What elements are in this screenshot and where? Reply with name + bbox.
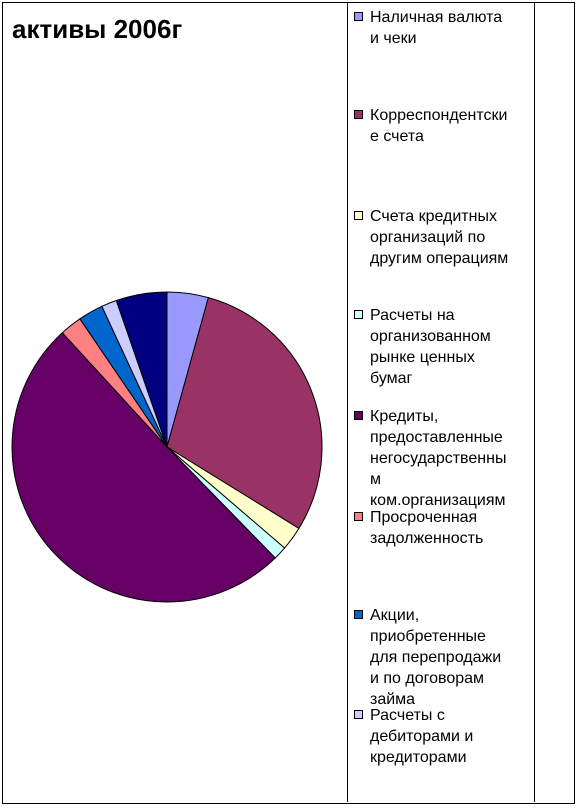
legend-label-line: дебиторами и bbox=[370, 728, 474, 745]
legend-label-line: и чеки bbox=[370, 30, 417, 47]
legend-label-line: задолженность bbox=[370, 530, 484, 547]
legend-label-5: Кредиты, предоставленные негосударственны м… bbox=[370, 406, 538, 511]
legend-swatch-7 bbox=[354, 610, 363, 619]
legend-label-line: ком.организациям bbox=[370, 492, 506, 509]
legend-label-line: приобретенные bbox=[370, 628, 486, 645]
legend-label-line: кредиторами bbox=[370, 749, 467, 766]
legend-swatch-6 bbox=[354, 512, 363, 521]
legend-swatch-4 bbox=[354, 310, 363, 319]
pie-slice-9 bbox=[115, 291, 168, 448]
legend-label-3: Счета кредитных организаций по другим опер… bbox=[370, 206, 538, 269]
legend-label-line: другим операциям bbox=[370, 250, 509, 267]
legend-label-8: Расчеты с дебиторами и кредиторами bbox=[370, 705, 538, 768]
legend-label-line: Корреспондентски bbox=[370, 107, 508, 124]
legend-label-line: займа bbox=[370, 691, 416, 708]
legend-label-line: Кредиты, bbox=[370, 408, 439, 425]
legend-label-line: Наличная валюта bbox=[370, 9, 503, 26]
legend-label-line: Просроченная bbox=[370, 509, 478, 526]
chart-legend: Наличная валюта и чеки Корреспондентски е с… bbox=[347, 2, 535, 802]
legend-label-line: и по договорам bbox=[370, 670, 485, 687]
legend-label-line: организаций по bbox=[370, 229, 486, 246]
legend-label-4: Расчеты на организованном рынке ценных бума… bbox=[370, 305, 538, 389]
legend-label-line: Расчеты на bbox=[370, 307, 455, 324]
legend-label-line: м bbox=[370, 471, 381, 488]
legend-label-2: Корреспондентски е счета bbox=[370, 105, 538, 147]
legend-label-line: рынке ценных bbox=[370, 349, 475, 366]
legend-swatch-3 bbox=[354, 211, 363, 220]
legend-label-line: организованном bbox=[370, 328, 491, 345]
legend-label-7: Акции, приобретенные для перепродажи и по д… bbox=[370, 605, 538, 710]
legend-label-line: негосударственны bbox=[370, 450, 507, 467]
legend-swatch-2 bbox=[354, 110, 363, 119]
legend-label-1: Наличная валюта и чеки bbox=[370, 7, 538, 49]
legend-swatch-8 bbox=[354, 710, 363, 719]
chart-title: активы 2006г bbox=[12, 14, 183, 44]
pie-slice-5 bbox=[11, 331, 276, 603]
legend-label-line: для перепродажи bbox=[370, 649, 502, 666]
legend-label-6: Просроченная задолженность bbox=[370, 507, 538, 549]
legend-label-line: бумаг bbox=[370, 370, 413, 387]
legend-label-line: е счета bbox=[370, 128, 424, 145]
legend-label-line: Расчеты с bbox=[370, 707, 445, 724]
chart-frame bbox=[2, 2, 575, 804]
legend-label-line: Счета кредитных bbox=[370, 208, 497, 225]
legend-swatch-5 bbox=[354, 411, 363, 420]
legend-label-line: предоставленные bbox=[370, 429, 503, 446]
legend-swatch-1 bbox=[354, 12, 363, 21]
legend-label-line: Акции, bbox=[370, 607, 420, 624]
